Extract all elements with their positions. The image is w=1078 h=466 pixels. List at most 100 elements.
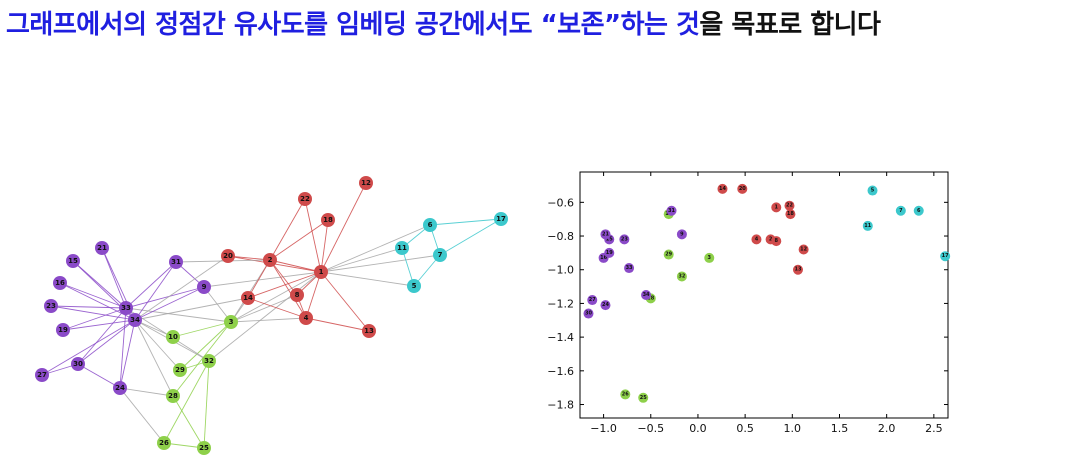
graph-edge-9-33 bbox=[125, 286, 205, 309]
graph-node-circle bbox=[169, 255, 183, 269]
scatter-point-20: 20 bbox=[737, 183, 748, 194]
graph-edge-20-34 bbox=[134, 255, 229, 321]
graph-node-circle bbox=[433, 248, 447, 262]
graph-edge-24-26 bbox=[119, 387, 165, 444]
scatter-point-14: 14 bbox=[717, 183, 728, 194]
graph-edge-6-17 bbox=[429, 218, 502, 226]
graph-node-circle bbox=[95, 241, 109, 255]
scatter-point-dot bbox=[638, 392, 649, 403]
scatter-point-label: 2 bbox=[769, 236, 773, 242]
scatter-point-dot bbox=[624, 263, 635, 274]
scatter-point-3: 3 bbox=[704, 252, 715, 263]
graph-node-24: 24 bbox=[113, 381, 127, 395]
scatter-point-dot bbox=[867, 185, 878, 196]
scatter-point-dot bbox=[676, 229, 687, 240]
graph-node-4: 4 bbox=[299, 311, 313, 325]
scatter-point-label: 12 bbox=[800, 247, 807, 253]
graph-node-label: 20 bbox=[223, 252, 233, 260]
x-tick-label: 0.0 bbox=[689, 422, 707, 435]
graph-edge-3-8 bbox=[230, 294, 298, 323]
graph-node-circle bbox=[157, 436, 171, 450]
graph-edge-19-33 bbox=[62, 307, 127, 331]
graph-node-label: 22 bbox=[300, 195, 310, 203]
karate-club-graph: 123 4567891011121314151617181920212223242… bbox=[35, 176, 508, 455]
graph-node-circle bbox=[359, 176, 373, 190]
graph-node-16: 16 bbox=[53, 276, 67, 290]
graph-node-28: 28 bbox=[166, 389, 180, 403]
scatter-point-label: 20 bbox=[739, 186, 746, 192]
graph-node-label: 10 bbox=[168, 333, 178, 341]
graph-edge-14-34 bbox=[134, 297, 249, 321]
graph-node-circle bbox=[53, 276, 67, 290]
scatter-point-8: 8 bbox=[771, 236, 782, 247]
graph-node-20: 20 bbox=[221, 249, 235, 263]
graph-edge-1-9 bbox=[203, 271, 322, 288]
graph-node-label: 18 bbox=[323, 216, 333, 224]
graph-node-label: 6 bbox=[428, 221, 433, 229]
scatter-point-label: 23 bbox=[621, 236, 628, 242]
graph-edge-29-34 bbox=[134, 319, 181, 371]
graph-node-label: 27 bbox=[37, 371, 47, 379]
y-tick-label: −1.8 bbox=[547, 399, 574, 412]
graph-edge-31-34 bbox=[134, 261, 177, 321]
graph-node-10: 10 bbox=[166, 330, 180, 344]
graph-edge-24-33 bbox=[119, 307, 127, 389]
graph-node-circle bbox=[166, 330, 180, 344]
scatter-point-dot bbox=[600, 229, 611, 240]
scatter-point-dot bbox=[663, 249, 674, 260]
graph-edge-1-11 bbox=[320, 247, 403, 273]
scatter-point-24: 24 bbox=[600, 300, 611, 311]
embedding-scatter-plot: −1.0 −0.5 0.0 0.5 1.0 1.5 2.0 2.5 −0.6 −0.8 −1.0 −1… bbox=[547, 171, 951, 435]
scatter-point-7: 7 bbox=[895, 205, 906, 216]
scatter-point-dot bbox=[717, 183, 728, 194]
scatter-point-dot bbox=[895, 205, 906, 216]
graph-node-circle bbox=[166, 389, 180, 403]
scatter-point-label: 26 bbox=[622, 391, 629, 397]
graph-node-circle bbox=[56, 323, 70, 337]
graph-node-31: 31 bbox=[169, 255, 183, 269]
graph-node-circle bbox=[423, 218, 437, 232]
graph-node-label: 9 bbox=[202, 283, 207, 291]
graph-node-label: 15 bbox=[68, 257, 78, 265]
graph-node-27: 27 bbox=[35, 368, 49, 382]
scatter-point-12: 12 bbox=[798, 244, 809, 255]
graph-node-circle bbox=[321, 213, 335, 227]
graph-edge-2-8 bbox=[269, 259, 298, 296]
graph-node-13: 13 bbox=[362, 324, 376, 338]
graph-node-label: 24 bbox=[115, 384, 125, 392]
scatter-point-label: 27 bbox=[589, 297, 596, 303]
scatter-point-dot bbox=[737, 183, 748, 194]
graph-node-15: 15 bbox=[66, 254, 80, 268]
graph-node-32: 32 bbox=[202, 354, 216, 368]
scatter-point-6: 6 bbox=[913, 205, 924, 216]
scatter-point-22: 22 bbox=[784, 200, 795, 211]
scatter-point-5: 5 bbox=[867, 185, 878, 196]
graph-edge-1-3 bbox=[230, 271, 322, 323]
graph-edge-26-32 bbox=[163, 360, 210, 444]
graph-edge-27-34 bbox=[41, 319, 136, 376]
scatter-point-dot bbox=[862, 220, 873, 231]
scatter-point-dot bbox=[604, 247, 615, 258]
y-tick-label: −1.0 bbox=[547, 264, 574, 277]
graph-node-29: 29 bbox=[173, 363, 187, 377]
graph-edge-1-5 bbox=[320, 271, 415, 287]
x-tick-label: −0.5 bbox=[637, 422, 664, 435]
scatter-point-31: 31 bbox=[666, 205, 677, 216]
graph-edge-25-28 bbox=[172, 395, 205, 449]
graph-edge-1-18 bbox=[320, 219, 329, 273]
scatter-point-label: 18 bbox=[787, 211, 794, 217]
graph-edge-23-34 bbox=[50, 305, 136, 321]
scatter-point-11: 11 bbox=[862, 220, 873, 231]
scatter-point-dot bbox=[751, 234, 762, 245]
graph-edge-1-22 bbox=[304, 198, 322, 273]
scatter-point-label: 7 bbox=[899, 208, 903, 214]
graph-node-8: 8 bbox=[290, 288, 304, 302]
graph-node-circle bbox=[173, 363, 187, 377]
graph-node-label: 13 bbox=[364, 327, 374, 335]
scatter-point-label: 8 bbox=[775, 238, 779, 244]
graph-edge-30-34 bbox=[77, 319, 136, 365]
graph-edge-1-14 bbox=[247, 271, 322, 299]
graph-node-14: 14 bbox=[241, 291, 255, 305]
scatter-point-dot bbox=[587, 295, 598, 306]
scatter-point-dot bbox=[913, 205, 924, 216]
